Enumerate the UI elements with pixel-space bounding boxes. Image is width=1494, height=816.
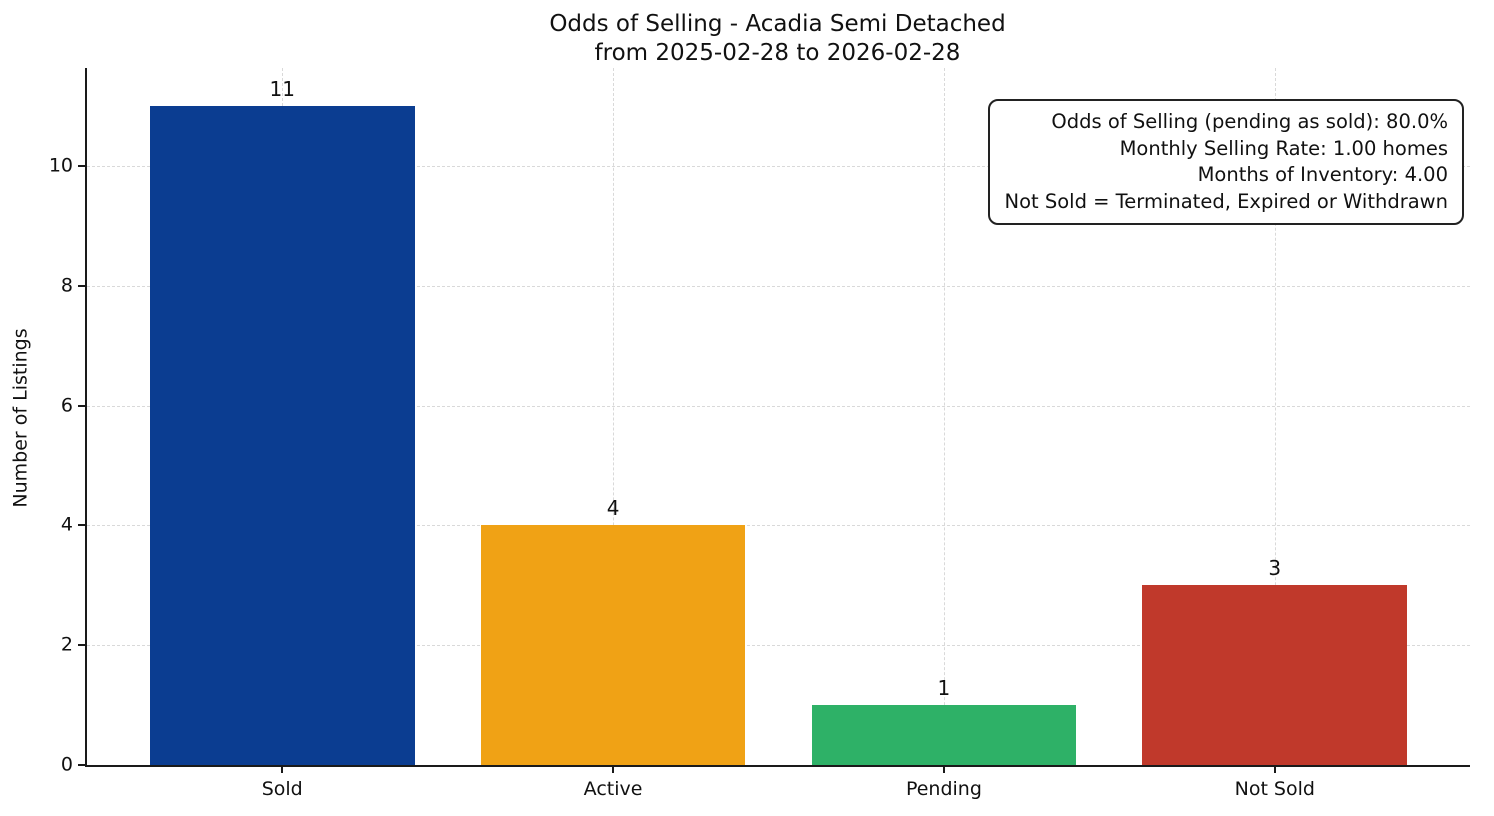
gridline-horizontal (87, 525, 1470, 527)
gridline-vertical (943, 68, 945, 765)
x-tick-label-pending: Pending (905, 778, 982, 800)
y-tick-label: 2 (60, 633, 73, 656)
x-tick-label-not-sold: Not Sold (1234, 778, 1315, 800)
y-tick-mark (78, 404, 87, 407)
gridline-vertical (1274, 68, 1276, 765)
bar-value-label-not-sold: 3 (1268, 556, 1282, 581)
y-tick-label: 10 (48, 154, 73, 177)
y-tick-label: 4 (60, 514, 73, 537)
plot-area: 0 2 4 6 8 10 11 Sold 4 Active 1 Pending 3 Not Sold (49, 68, 1470, 800)
annotation-line-not-sold-note: Not Sold = Terminated, Expired or Withdr… (1004, 189, 1448, 213)
chart-title-line2: from 2025-02-28 to 2026-02-28 (594, 40, 961, 66)
y-tick-label: 0 (60, 753, 73, 776)
y-tick-mark (78, 764, 87, 766)
x-tick-mark (1273, 765, 1276, 773)
x-tick-mark (942, 765, 945, 773)
x-tick-label-sold: Sold (261, 778, 303, 800)
bar-value-label-active: 4 (606, 496, 620, 521)
annotation-line-inventory: Months of Inventory: 4.00 (1197, 163, 1448, 186)
chart-title: Odds of Selling - Acadia Semi Detached f… (85, 10, 1470, 68)
y-tick-label: 6 (60, 394, 73, 417)
bar-value-label-pending: 1 (937, 676, 951, 701)
y-tick-mark (78, 524, 87, 527)
x-tick-label-active: Active (583, 778, 643, 800)
y-tick-mark (78, 284, 87, 287)
bar-active (480, 525, 746, 765)
bar-value-label-sold: 11 (269, 77, 295, 102)
bar-pending (811, 705, 1077, 765)
x-tick-mark (612, 765, 615, 773)
annotation-box: Odds of Selling (pending as sold): 80.0%… (988, 99, 1464, 225)
gridline-horizontal (87, 405, 1470, 407)
chart-title-line1: Odds of Selling - Acadia Semi Detached (549, 11, 1006, 37)
bar-not-sold (1142, 585, 1408, 765)
annotation-line-odds: Odds of Selling (pending as sold): 80.0% (1051, 110, 1448, 133)
gridline-horizontal (87, 285, 1470, 287)
annotation-line-monthly-rate: Monthly Selling Rate: 1.00 homes (1119, 136, 1448, 160)
gridline-horizontal (87, 645, 1470, 647)
y-tick-mark (78, 165, 87, 168)
gridline-vertical (613, 68, 615, 765)
x-tick-mark (281, 765, 284, 773)
bar-sold (149, 106, 415, 765)
y-tick-mark (78, 644, 87, 647)
y-axis-label-text: Number of Listings (10, 327, 32, 508)
y-tick-label: 8 (60, 274, 73, 297)
y-axis-label: Number of Listings (0, 68, 42, 767)
gridline-horizontal (87, 166, 1470, 168)
